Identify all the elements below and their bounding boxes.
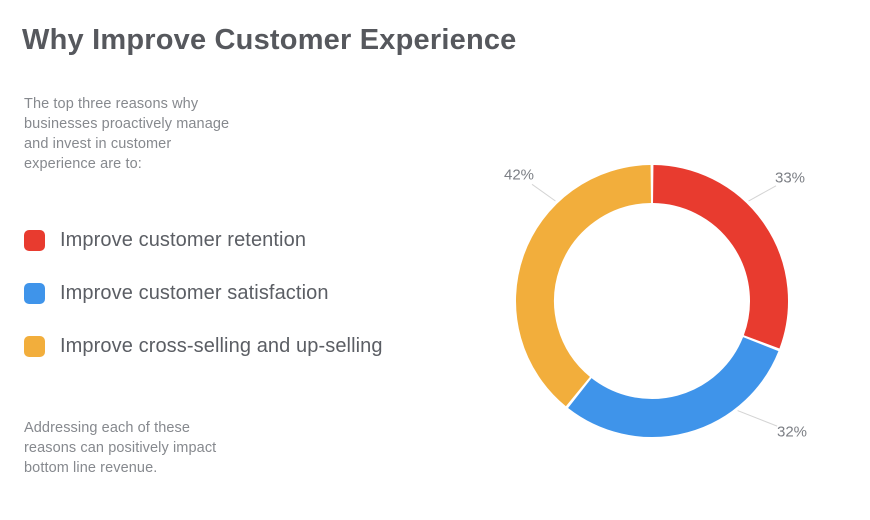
donut-data-label-2: 42% (504, 167, 534, 184)
donut-slice-0 (652, 165, 788, 349)
legend-swatch-orange (24, 335, 45, 357)
donut-slice-2 (516, 165, 652, 407)
donut-chart: 33% 32% 42% (504, 165, 807, 441)
donut-data-label-1: 32% (777, 424, 807, 441)
legend-item-retention: Improve customer retention (24, 228, 383, 252)
legend-label-retention: Improve customer retention (60, 229, 307, 251)
page-title: Why Improve Customer Experience (22, 24, 517, 56)
donut-slice-1 (568, 336, 779, 437)
donut-leader-line-1 (737, 410, 778, 427)
legend-label-cross-selling: Improve cross-selling and up-selling (60, 335, 383, 357)
donut-leader-line-2 (531, 183, 556, 202)
legend-item-satisfaction: Improve customer satisfaction (24, 281, 383, 305)
donut-data-label-0: 33% (775, 170, 805, 187)
intro-text: The top three reasons why businesses pro… (24, 96, 230, 172)
legend-swatch-red (24, 229, 45, 251)
legend-item-cross-selling: Improve cross-selling and up-selling (24, 334, 383, 358)
legend-swatch-blue (24, 282, 45, 304)
donut-leader-line-0 (748, 185, 777, 202)
chart-legend: Improve customer retention Improve custo… (24, 228, 383, 358)
legend-label-satisfaction: Improve customer satisfaction (60, 282, 329, 304)
footer-text: Addressing each of these reasons can pos… (24, 420, 217, 476)
